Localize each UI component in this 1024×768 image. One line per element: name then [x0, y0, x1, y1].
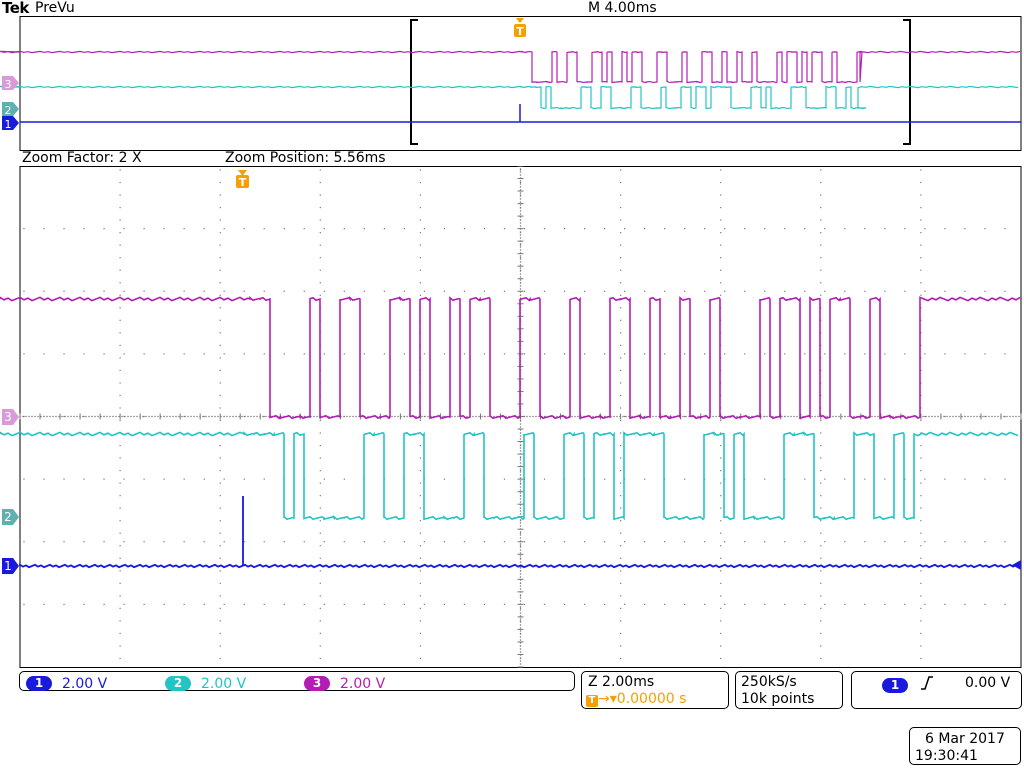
overview-ch1-trace	[20, 104, 1021, 123]
trigger-delay-icon: T	[586, 695, 598, 707]
ch2-readout[interactable]: 2 2.00 V	[165, 673, 246, 692]
svg-text:2: 2	[5, 104, 12, 117]
ch1-trace	[19, 496, 1020, 569]
zoom-position-label: Zoom Position: 5.56ms	[225, 150, 386, 166]
ch3-ground-marker[interactable]: 3	[2, 409, 19, 425]
main-graticule: T 3 2 1	[0, 166, 1022, 668]
overview-ch3-trace	[0, 50, 1021, 84]
overview-ch2-trace	[0, 85, 1019, 110]
ch3-badge: 3	[304, 676, 330, 691]
ch2-ground-marker[interactable]: 2	[2, 509, 19, 525]
svg-text:2: 2	[4, 510, 12, 524]
ch1-ground-marker[interactable]: 1	[2, 558, 19, 574]
ch1-scale: 2.00 V	[62, 675, 108, 692]
datetime-panel: 6 Mar 2017 19:30:41	[909, 727, 1021, 765]
svg-text:3: 3	[4, 410, 12, 424]
svg-text:T: T	[239, 176, 247, 189]
acquisition-mode: PreVu	[35, 0, 75, 16]
time-readout: 19:30:41	[915, 748, 978, 764]
overview-ch3-marker[interactable]: 3	[2, 76, 19, 91]
acquisition-panel[interactable]: 250kS/s 10k points	[735, 671, 843, 709]
overview-trigger-marker: T	[514, 18, 526, 38]
ch3-trace	[0, 296, 1021, 420]
date-readout: 6 Mar 2017	[925, 731, 1005, 747]
trigger-source-badge: 1	[882, 678, 908, 693]
overview-ch2-marker[interactable]: 2	[2, 102, 19, 117]
ch1-readout[interactable]: 1 2.00 V	[26, 673, 107, 692]
svg-text:1: 1	[5, 118, 12, 131]
trigger-panel[interactable]: 1 0.00 V	[851, 671, 1022, 709]
ch3-readout[interactable]: 3 2.00 V	[304, 673, 385, 692]
overview-ch1-marker[interactable]: 1	[2, 116, 19, 131]
zoom-region-bracket[interactable]	[410, 19, 911, 145]
svg-text:1: 1	[4, 559, 12, 573]
ch2-trace	[0, 431, 1019, 521]
svg-text:T: T	[516, 25, 524, 38]
rising-edge-icon	[921, 676, 933, 690]
main-trigger-marker: T	[236, 170, 249, 189]
trigger-delay-value: 0.00000 s	[616, 691, 687, 707]
svg-text:3: 3	[5, 78, 12, 91]
ch2-badge: 2	[165, 676, 191, 691]
ch1-badge: 1	[26, 676, 52, 691]
main-timebase: M 4.00ms	[588, 0, 657, 16]
overview-window: T 3 2 1	[0, 16, 1022, 151]
trigger-delay-readout: T →▾0.00000 s	[586, 691, 686, 707]
ch2-scale: 2.00 V	[201, 675, 247, 692]
zoom-timebase: Z 2.00ms	[588, 674, 655, 690]
sample-rate: 250kS/s	[741, 674, 797, 690]
brand-logo: Tek	[2, 0, 29, 17]
ch3-scale: 2.00 V	[340, 675, 386, 692]
channel-scale-panel: 1 2.00 V 2 2.00 V 3 2.00 V	[19, 671, 575, 692]
timebase-panel[interactable]: Z 2.00ms T →▾0.00000 s	[581, 671, 729, 709]
trigger-level-icon[interactable]	[1012, 560, 1021, 570]
record-length: 10k points	[741, 691, 815, 707]
zoom-factor-label: Zoom Factor: 2 X	[22, 150, 142, 166]
trigger-level: 0.00 V	[965, 675, 1011, 691]
